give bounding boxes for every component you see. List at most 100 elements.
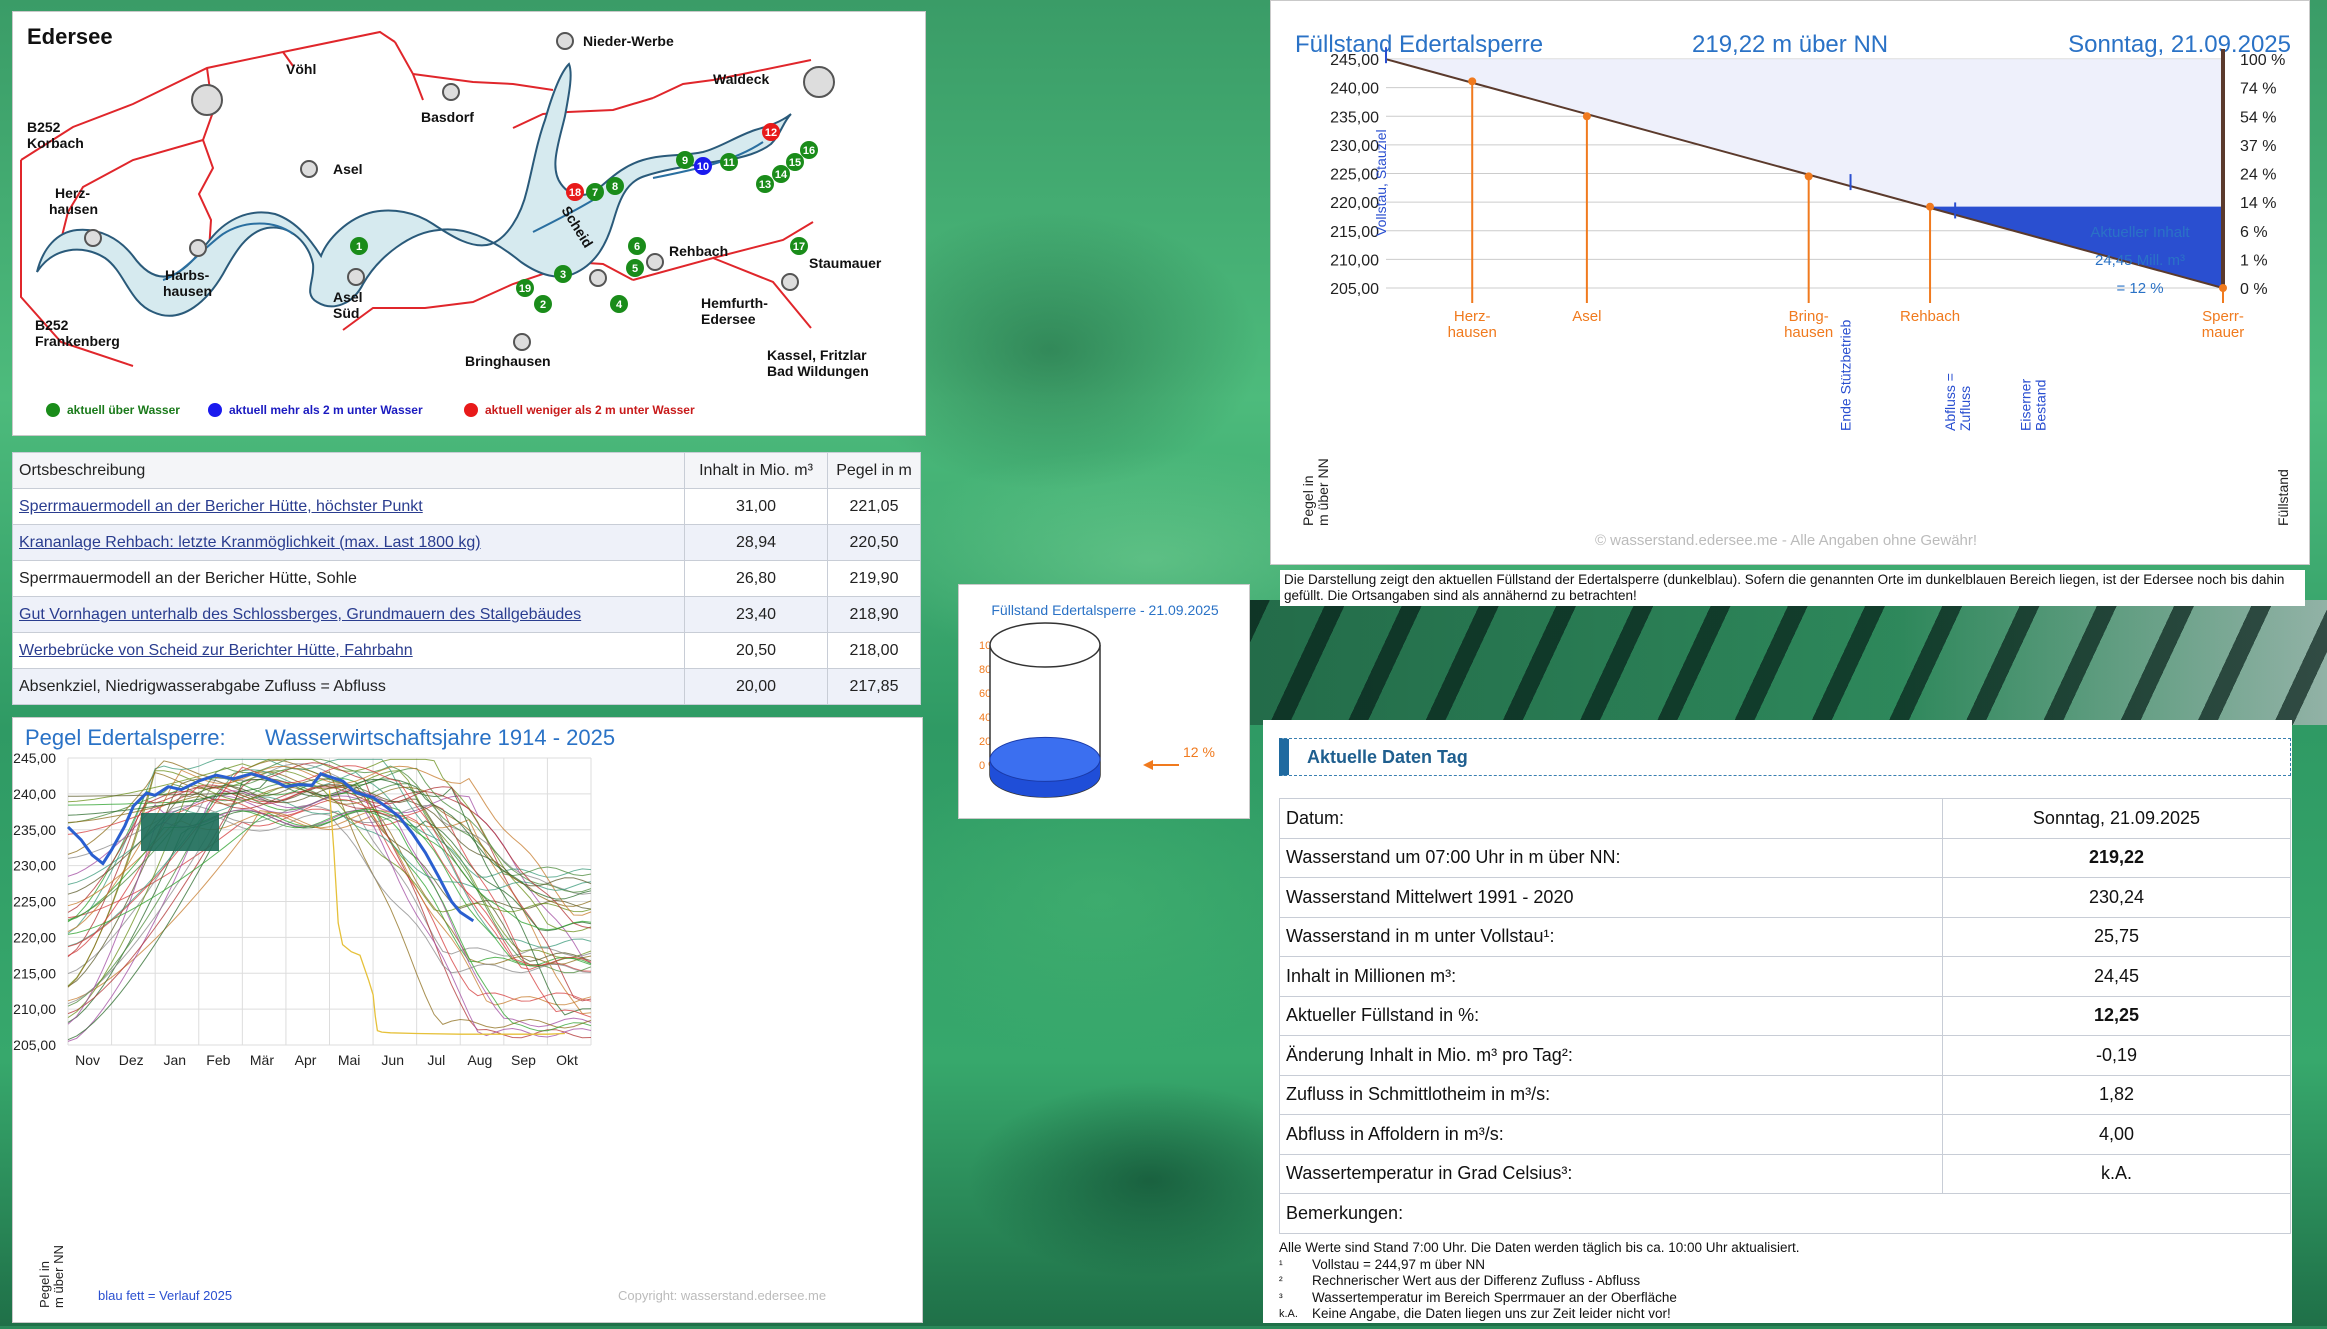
town-nieder-werbe — [556, 32, 574, 50]
location-link[interactable]: Krananlage Rehbach: letzte Kranmöglichke… — [19, 533, 481, 551]
series-line-yellow — [328, 790, 565, 1035]
marker-18[interactable]: 18 — [566, 183, 584, 201]
marker-14[interactable]: 14 — [772, 165, 790, 183]
row-value: 230,24 — [1942, 877, 2291, 918]
pegel-cell: 221,05 — [827, 488, 921, 525]
marker-7[interactable]: 7 — [586, 183, 604, 201]
y2-tick-label: 1 % — [2240, 252, 2268, 269]
place-label: Waldeck — [713, 71, 769, 87]
place-label: Asel Süd — [333, 289, 363, 321]
marker-2[interactable]: 2 — [534, 295, 552, 313]
pegel-cell: 220,50 — [827, 524, 921, 561]
y-tick-label: 220,00 — [1330, 195, 1379, 212]
x-tick-label: Okt — [556, 1052, 578, 1068]
marker-3[interactable]: 3 — [554, 265, 572, 283]
cylinder-top — [989, 622, 1101, 668]
location-link[interactable]: Sperrmauermodell an der Bericher Hütte, … — [19, 497, 423, 515]
place-label: Harbs-hausen — [163, 267, 212, 299]
chart-subtitle: Wasserwirtschaftsjahre 1914 - 2025 — [265, 725, 615, 750]
pegel-cell: 218,90 — [827, 596, 921, 633]
inhalt-cell: 31,00 — [684, 488, 828, 525]
row-value: 25,75 — [1942, 916, 2291, 957]
svg-text:8: 8 — [612, 181, 618, 193]
place-dot — [2219, 284, 2227, 292]
x-tick-label: Jul — [427, 1052, 445, 1068]
y-tick-label: 215,00 — [13, 965, 56, 981]
marker-15[interactable]: 15 — [786, 153, 804, 171]
town-voehl — [191, 84, 223, 116]
place-markers: Herz-hausen Asel Bring-hausen Rehbach Sperr-… — [1448, 77, 2244, 341]
y-tick-label: 225,00 — [13, 894, 56, 910]
profile-line — [1385, 58, 2224, 289]
town-markers — [84, 32, 835, 351]
marker-17[interactable]: 17 — [790, 237, 808, 255]
watermark: © wasserstand.edersee.me - Alle Angaben … — [1595, 532, 1977, 549]
marker-11[interactable]: 11 — [720, 153, 738, 171]
footnote-key: ² — [1279, 1275, 1283, 1287]
annotation-label: Ende Stützbetrieb — [1838, 319, 1854, 431]
marker-12[interactable]: 12 — [762, 123, 780, 141]
map-title: Edersee — [27, 24, 113, 49]
town-waldeck — [803, 66, 835, 98]
x-tick-label: Mär — [250, 1052, 274, 1068]
marker-19[interactable]: 19 — [516, 279, 534, 297]
column-header: Pegel in m — [827, 452, 921, 489]
marker-13[interactable]: 13 — [756, 175, 774, 193]
roads — [20, 30, 814, 367]
section-heading: Aktuelle Daten Tag — [1279, 738, 2291, 776]
row-value: 1,82 — [1942, 1074, 2291, 1115]
place-label: Asel — [333, 161, 363, 177]
table-row: Werbebrücke von Scheid zur Berichter Hüt… — [12, 632, 921, 669]
pegel-cell: 219,90 — [827, 560, 921, 597]
town-staumauer — [781, 273, 799, 291]
history-chart: Pegel Edertalsperre: Wasserwirtschaftsja… — [13, 725, 826, 1308]
annotation-label: EisernerBestand — [2017, 379, 2048, 431]
x-tick-label: Feb — [206, 1052, 230, 1068]
column-header: Ortsbeschreibung — [12, 452, 685, 489]
cylinder-chart: Füllstand Edertalsperre - 21.09.2025 100… — [979, 602, 1219, 798]
daily-data-table: Datum: Sonntag, 21.09.2025 Wasserstand um… — [1279, 798, 2291, 1234]
marker-6[interactable]: 6 — [628, 237, 646, 255]
remarks-label: Bemerkungen: — [1279, 1193, 2291, 1234]
footnotes: Alle Werte sind Stand 7:00 Uhr. Die Date… — [1279, 1240, 2279, 1323]
marker-8[interactable]: 8 — [606, 177, 624, 195]
overlay-swatch — [141, 813, 219, 851]
history-year-line — [67, 808, 592, 972]
chart-subtitle: 219,22 m über NN — [1692, 31, 1888, 58]
marker-9[interactable]: 9 — [676, 151, 694, 169]
footnote-key: k.A. — [1279, 1308, 1298, 1320]
x-tick-label: Mai — [338, 1052, 361, 1068]
location-link[interactable]: Werbebrücke von Scheid zur Berichter Hüt… — [19, 641, 413, 659]
marker-4[interactable]: 4 — [610, 295, 628, 313]
x-tick-label: Aug — [467, 1052, 492, 1068]
table-row: Sperrmauermodell an der Bericher Hütte, … — [12, 560, 921, 597]
legend-label: aktuell über Wasser — [67, 403, 180, 417]
footnote-key: ¹ — [1279, 1258, 1283, 1271]
marker-16[interactable]: 16 — [800, 141, 818, 159]
inhalt-cell: 20,50 — [684, 632, 828, 669]
inhalt-cell: 20,00 — [684, 668, 828, 705]
table-row: Wasserstand in m unter Vollstau¹: 25,75 — [1279, 916, 2291, 957]
edersee-map: Edersee Vöhl Nieder-Werbe Waldeck B252 Ko… — [20, 24, 882, 417]
place-label: Herz-hausen — [1448, 308, 1497, 341]
place-label: Bringhausen — [465, 353, 551, 369]
table-row: Wasserstand um 07:00 Uhr in m über NN: 21… — [1279, 837, 2291, 878]
svg-text:1: 1 — [356, 241, 362, 253]
location-link[interactable]: Gut Vornhagen unterhalb des Schlossberge… — [19, 605, 582, 623]
marker-10[interactable]: 10 — [694, 157, 712, 175]
y-tick-labels: 245,00 240,00 235,00 230,00 225,00 220,00 215,… — [13, 750, 56, 1053]
marker-5[interactable]: 5 — [626, 259, 644, 277]
row-label: Änderung Inhalt in Mio. m³ pro Tag²: — [1279, 1035, 1943, 1076]
y-tick-label: 230,00 — [1330, 138, 1379, 155]
y-axis-label: Pegel inm über NN — [37, 1245, 66, 1308]
footnote: Alle Werte sind Stand 7:00 Uhr. Die Date… — [1279, 1240, 2279, 1257]
y2-tick-labels: 100 % 74 % 54 % 37 % 24 % 14 % 6 % 1 % 0 % — [2240, 52, 2285, 298]
row-value: 12,25 — [1942, 995, 2291, 1036]
y2-axis-label: Füllstand — [2275, 469, 2291, 526]
row-label: Wasserstand Mittelwert 1991 - 2020 — [1279, 877, 1943, 918]
legend-note: blau fett = Verlauf 2025 — [98, 1288, 232, 1303]
chart-title: Pegel Edertalsperre: — [25, 725, 226, 750]
table-header-row: Ortsbeschreibung Inhalt in Mio. m³ Pegel… — [12, 452, 921, 489]
x-tick-label: Sep — [511, 1052, 536, 1068]
marker-1[interactable]: 1 — [350, 237, 368, 255]
